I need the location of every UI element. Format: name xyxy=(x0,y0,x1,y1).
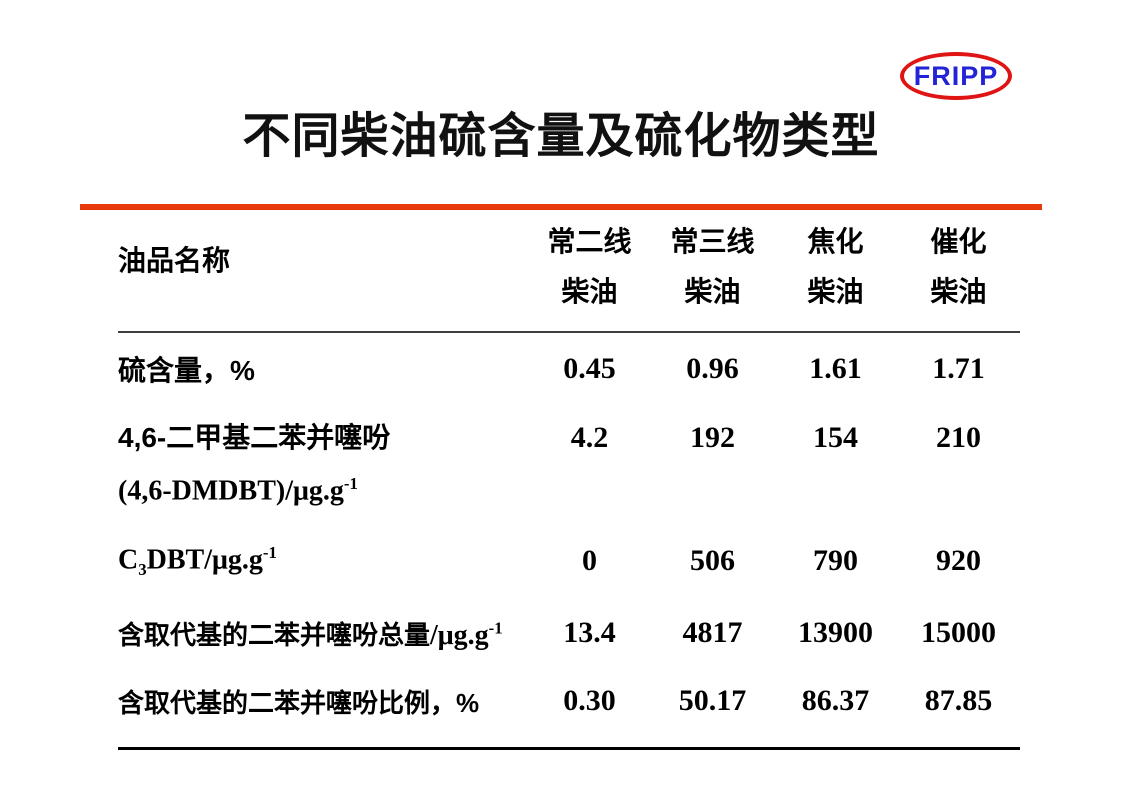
value-cell: 506 xyxy=(690,544,735,577)
value-cell: 13.4 xyxy=(563,616,616,649)
column-header-bottom: 柴油 xyxy=(561,276,618,307)
column-header-jiaohua: 焦化 柴油 xyxy=(774,215,897,317)
table-bottom-rule xyxy=(118,747,1020,750)
row-label-line2: (4,6-DMDBT)/μg.g-1 xyxy=(118,474,358,507)
table-header-row: 油品名称 常二线 柴油 常三线 柴油 焦化 柴油 催化 柴油 xyxy=(118,215,1020,333)
column-header-top: 常二线 xyxy=(547,226,632,257)
data-table: 油品名称 常二线 柴油 常三线 柴油 焦化 柴油 催化 柴油 硫含量，% 0.4… xyxy=(118,215,1020,750)
column-header-top: 催化 xyxy=(930,226,987,257)
row-label: 含取代基的二苯并噻吩比例，% xyxy=(118,687,480,718)
column-header-top: 常三线 xyxy=(670,226,755,257)
value-cell: 0.45 xyxy=(563,352,616,385)
value-cell: 192 xyxy=(690,421,735,454)
value-cell: 50.17 xyxy=(678,684,747,717)
value-cell: 790 xyxy=(813,544,858,577)
value-cell: 86.37 xyxy=(801,684,870,717)
row-label: C3DBT/μg.g-1 xyxy=(118,542,277,579)
value-cell: 4817 xyxy=(682,616,743,649)
table-row-substituted-dbt-ratio: 含取代基的二苯并噻吩比例，% 0.30 50.17 86.37 87.85 xyxy=(118,669,1020,733)
value-cell: 920 xyxy=(936,544,981,577)
value-cell: 0.96 xyxy=(686,352,739,385)
column-header-bottom: 柴油 xyxy=(930,276,987,307)
column-header-changsanxian: 常三线 柴油 xyxy=(651,215,774,317)
row-label: 含取代基的二苯并噻吩总量/μg.g-1 xyxy=(118,618,503,651)
value-cell: 13900 xyxy=(798,616,873,649)
table-row-dmdbt: 4,6-二甲基二苯并噻吩 (4,6-DMDBT)/μg.g-1 4.2 192 … xyxy=(118,405,1020,525)
table-row-substituted-dbt-total: 含取代基的二苯并噻吩总量/μg.g-1 13.4 4817 13900 1500… xyxy=(118,597,1020,669)
fripp-logo-text: FRIPP xyxy=(913,60,999,91)
value-cell: 210 xyxy=(936,421,981,454)
title-divider xyxy=(80,204,1042,210)
column-header-oil-name: 油品名称 xyxy=(118,245,231,276)
value-cell: 154 xyxy=(813,421,858,454)
row-label: 硫含量，% xyxy=(118,355,255,386)
column-header-changerxian: 常二线 柴油 xyxy=(528,215,651,317)
value-cell: 1.71 xyxy=(932,352,985,385)
value-cell: 0.30 xyxy=(563,684,616,717)
column-header-bottom: 柴油 xyxy=(684,276,741,307)
fripp-logo: FRIPP xyxy=(900,52,1012,100)
value-cell: 15000 xyxy=(921,616,996,649)
page-title: 不同柴油硫含量及硫化物类型 xyxy=(242,110,880,163)
value-cell: 0 xyxy=(582,544,597,577)
row-label: 4,6-二甲基二苯并噻吩 (4,6-DMDBT)/μg.g-1 xyxy=(118,405,528,510)
table-row-sulfur-content: 硫含量，% 0.45 0.96 1.61 1.71 xyxy=(118,333,1020,405)
value-cell: 4.2 xyxy=(570,421,609,454)
column-header-top: 焦化 xyxy=(807,226,864,257)
row-label-line1: 4,6-二甲基二苯并噻吩 xyxy=(118,422,391,453)
value-cell: 87.85 xyxy=(924,684,993,717)
value-cell: 1.61 xyxy=(809,352,862,385)
column-header-bottom: 柴油 xyxy=(807,276,864,307)
column-header-cuihua: 催化 柴油 xyxy=(897,215,1020,317)
table-row-c3dbt: C3DBT/μg.g-1 0 506 790 920 xyxy=(118,525,1020,597)
